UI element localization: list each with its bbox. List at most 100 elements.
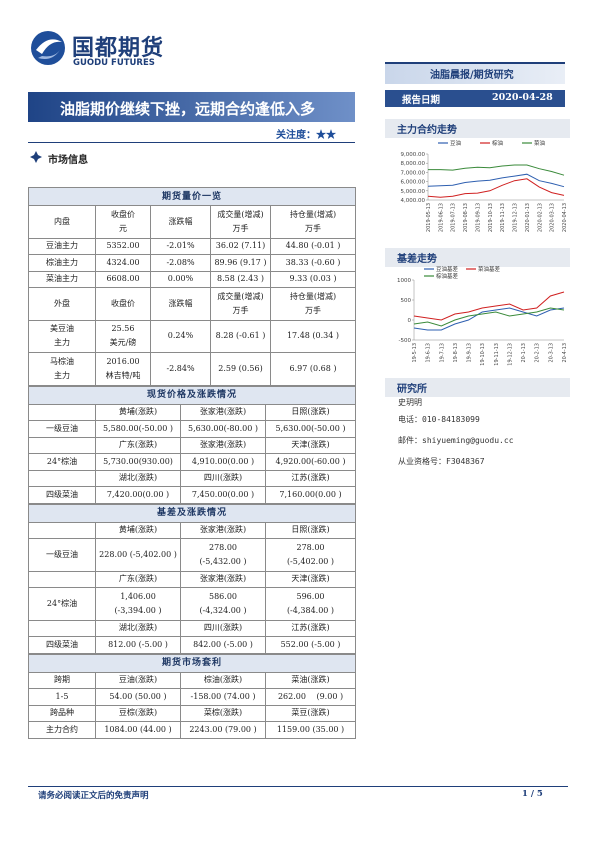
analyst-name: 史玥明 — [398, 398, 422, 407]
cell-line: 马棕油 — [50, 356, 74, 366]
logo-swirl — [36, 39, 62, 54]
y-tick-label: 9,000.00 — [401, 152, 426, 158]
table-cell: 豆棕(涨跌) — [95, 704, 181, 722]
table-cell: 湖北(涨跌) — [95, 469, 181, 487]
logo-circle — [31, 31, 65, 65]
table-cell: 17.48 (0.34 ) — [270, 319, 356, 353]
legend-label: 豆油 — [450, 139, 462, 147]
table-cell: 湖北(涨跌) — [95, 619, 181, 637]
table-cell: 内盘 — [28, 205, 96, 239]
table-cell: 38.33 (-0.60 ) — [270, 254, 356, 272]
table-cell: 菜豆(涨跌) — [264, 704, 357, 722]
table-cell: 张家港(涨跌) — [180, 436, 266, 454]
attention: 关注度：★★ — [276, 130, 336, 141]
table-cell: 8.28 (-0.61 ) — [210, 319, 271, 353]
empty-cell — [28, 403, 96, 421]
table-cell: 2.59 (0.56) — [210, 352, 271, 386]
table-cell: 豆油(涨跌) — [95, 671, 181, 689]
table-cell: 广东(涨跌) — [95, 436, 181, 454]
series-line — [428, 164, 565, 176]
table-row: 四级菜油 7,420.00(0.00 ) 7,450.00(0.00 ) 7,160.… — [28, 486, 357, 504]
chart: -500 0 500 1000 19-5-13 19-6-13 19-7-13 19-8-13… — [397, 265, 568, 366]
data-table: 期货市场套利 跨期 豆油(涨跌) 棕油(涨跌) 菜油(涨跌) 1-5 54.00 (50.0… — [27, 653, 357, 739]
table-cell: 持仓量(增减) 万手 — [270, 205, 356, 239]
cell-line: 万手 — [232, 223, 249, 233]
x-tick-label: 19-11-13 — [494, 343, 500, 366]
table-cell: 6.97 (0.68 ) — [270, 352, 356, 386]
table-cell: 美豆油 主力 — [28, 319, 96, 353]
x-tick-label: 2019-05-13 — [426, 203, 432, 232]
table-cell: 2016.00 林吉特/吨 — [95, 352, 151, 386]
date-bar — [385, 90, 565, 107]
table-row: 内盘 收盘价元涨跌幅 成交量(增减) 万手 持仓量(增减) 万手 — [28, 205, 356, 239]
table-cell: 0.00% — [150, 270, 211, 288]
table-cell: 四川(涨跌) — [180, 469, 266, 487]
cell-line: 万手 — [305, 305, 321, 315]
empty-cell — [28, 436, 96, 454]
series-line — [427, 178, 565, 198]
cell-line: 元 — [119, 223, 127, 233]
x-tick-label: 20-4-13 — [562, 343, 568, 363]
market-tables: 期货量价一览 内盘 收盘价元涨跌幅 成交量(增减) 万手 持仓量(增减) 万手 豆油主力 535… — [27, 187, 357, 739]
section-row: 基差及涨跌情况 — [27, 503, 357, 523]
cell-line: 美元/磅 — [109, 338, 137, 348]
table-row: 主力合约 1084.00 (44.00 ) 2243.00 (79.00 ) 1159… — [28, 721, 357, 739]
section-title: 基差及涨跌情况 — [27, 503, 357, 523]
cell-line: 586.00 — [209, 591, 237, 601]
x-tick-label: 19-8-13 — [453, 343, 459, 363]
table-cell: 成交量(增减) 万手 — [210, 205, 271, 239]
table-cell: 涨跌幅 — [150, 287, 211, 321]
table-cell: 5,580.00(-50.00 ) — [95, 420, 181, 438]
legend-label: 菜油基差 — [478, 265, 501, 273]
y-tick-label: 6,000.00 — [401, 180, 426, 186]
series-line — [427, 173, 565, 188]
icon-shape — [30, 151, 42, 163]
cell-line: 成交量(增减) — [217, 209, 264, 219]
title-bar — [28, 92, 355, 122]
section-title: 期货市场套利 — [27, 653, 357, 673]
table-row: 24°棕油 5,730.00(930.00) 4,910.00(0.00 ) 4,92… — [28, 453, 357, 471]
cell-line: 278.00 — [296, 542, 325, 552]
table-cell: 24°棕油 — [28, 587, 96, 621]
category-band — [385, 62, 565, 84]
cell-line: 万手 — [305, 223, 321, 233]
x-tick-label: 20-3-13 — [548, 343, 554, 363]
section-row: 现货价格及涨跌情况 — [27, 385, 357, 405]
table-row: 湖北(涨跌) 四川(涨跌) 江苏(涨跌) — [28, 619, 357, 637]
data-table: 基差及涨跌情况 黄埔(涨跌) 张家港(涨跌) 日照(涨跌) 一级豆油 228.00 (-5… — [27, 503, 357, 654]
table-cell: 四川(涨跌) — [180, 619, 266, 637]
section-icon — [30, 151, 42, 163]
legend-label: 菜油 — [534, 139, 546, 147]
x-tick-label: 19-7-13 — [439, 343, 445, 363]
table-row: 外盘 收盘价 涨跌幅 成交量(增减) 万手 持仓量(增减) 万手 — [28, 287, 356, 321]
license: 从业资格号：F3048367 — [398, 457, 485, 466]
table-cell: 江苏(涨跌) — [264, 619, 357, 637]
empty-cell — [28, 619, 96, 637]
table-cell: 持仓量(增减) 万手 — [270, 287, 356, 321]
empty-cell — [28, 521, 96, 539]
y-tick-label: 7,000.00 — [401, 170, 426, 176]
y-tick-label: 1000 — [397, 278, 411, 284]
table-cell: 菜油(涨跌) — [264, 671, 357, 689]
logo-icon — [31, 31, 65, 65]
table-cell: 6608.00 — [95, 270, 151, 288]
table-cell: 5352.00 — [95, 237, 151, 255]
table-cell: 张家港(涨跌) — [180, 521, 266, 539]
table-row: 马棕油 主力 2016.00 林吉特/吨 -2.84% 2.59 (0.56) 6.97 (… — [28, 352, 356, 386]
series-line — [413, 307, 565, 331]
legend-label: 豆油基差 — [436, 265, 459, 273]
table-cell: 菜棕(涨跌) — [180, 704, 266, 722]
table-cell: 228.00 (-5,402.00 ) — [95, 538, 181, 572]
table-cell: 收盘价 — [95, 287, 151, 321]
chart: 4,000.00 5,000.00 6,000.00 7,000.00 8,000.00… — [401, 139, 569, 232]
cell-line: 25.56 — [111, 324, 135, 334]
x-tick-label: 2020-01-13 — [525, 203, 531, 232]
table-row: 1-5 54.00 (50.00 ) -158.00 (74.00 ) 262.00 … — [28, 688, 357, 706]
legend-label: 棕油基差 — [436, 272, 459, 280]
y-tick-label: 500 — [401, 298, 412, 304]
legend-label: 棕油 — [492, 139, 504, 147]
section-title: 期货量价一览 — [28, 187, 356, 206]
table-cell: 一级豆油 — [28, 538, 96, 572]
report-title: 油脂期价继续下挫，远期合约逢低入多 — [60, 100, 316, 118]
